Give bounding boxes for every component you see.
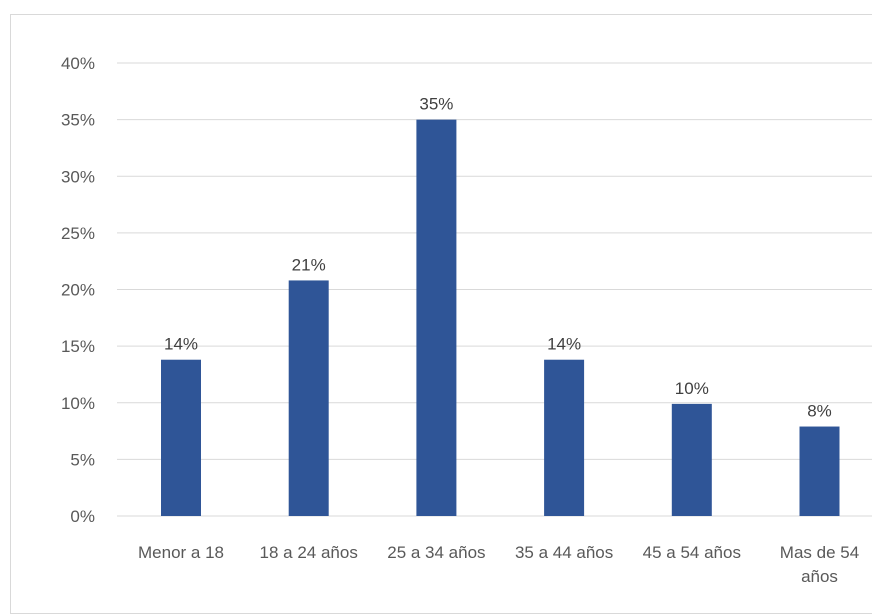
data-label: 8% [807,402,832,421]
y-tick-label: 20% [61,281,95,300]
y-tick-label: 35% [61,111,95,130]
bar [799,426,840,516]
bar-chart: 0% 5% 10% 15% 20% 25% 30% 35% 40% 14% Menor a 18 21… [61,54,872,586]
y-tick-label: 15% [61,337,95,356]
x-category-label: años [801,567,838,586]
data-label: 10% [675,379,709,398]
x-category-label: 35 a 44 años [515,543,613,562]
bar [161,359,201,516]
x-category-label: Menor a 18 [138,543,224,562]
data-label: 21% [292,255,326,274]
y-tick-label: 5% [70,450,95,469]
bar [671,403,712,516]
data-label: 14% [547,335,581,354]
x-category-label: 45 a 54 años [643,543,741,562]
bar [288,280,329,516]
data-label: 14% [164,335,198,354]
bar [544,359,585,516]
bar [416,119,457,516]
x-category-label: Mas de 54 [780,543,859,562]
y-tick-label: 25% [61,224,95,243]
y-tick-label: 40% [61,54,95,73]
x-category-label: 25 a 34 años [387,543,485,562]
y-tick-label: 30% [61,167,95,186]
data-label: 35% [419,95,453,114]
y-tick-label: 0% [70,507,95,526]
y-tick-label: 10% [61,394,95,413]
x-category-label: 18 a 24 años [260,543,358,562]
